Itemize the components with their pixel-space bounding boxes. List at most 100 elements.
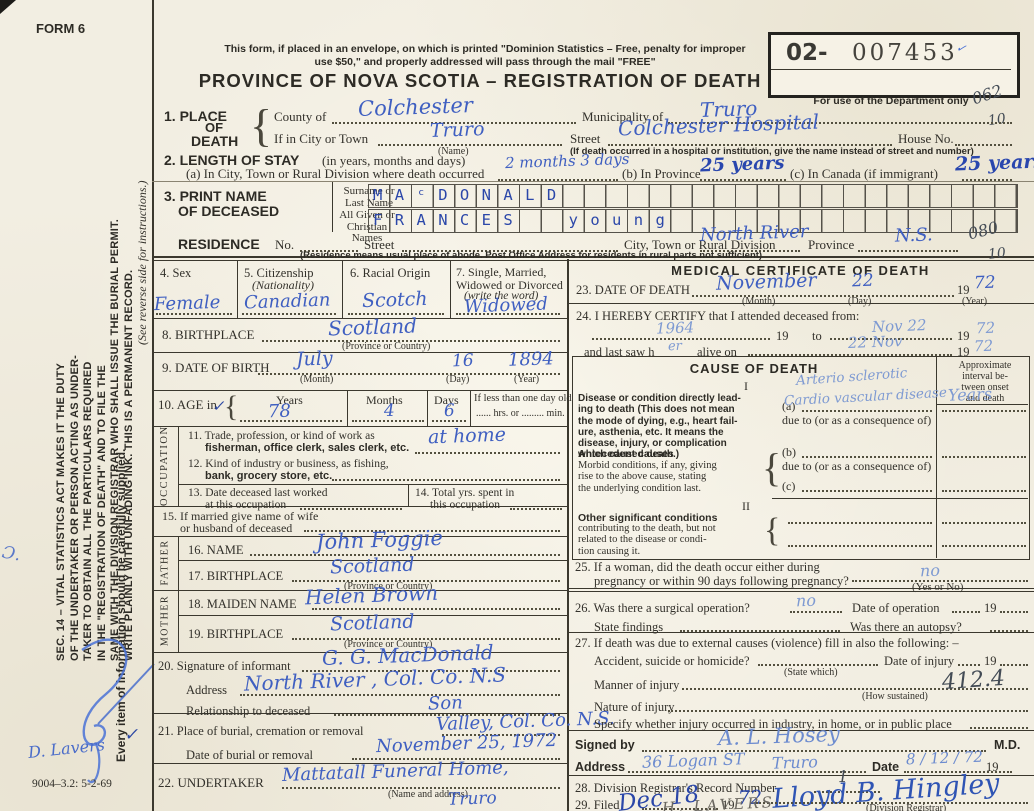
rule-line bbox=[152, 763, 567, 764]
cause-a-interval-value: Years bbox=[947, 384, 993, 405]
dotted-leader bbox=[758, 664, 878, 666]
residence-street-label: Street bbox=[364, 237, 395, 252]
dotted-leader bbox=[904, 771, 1012, 773]
dotted-leader bbox=[802, 456, 932, 458]
house-no-label: House No. bbox=[898, 131, 954, 146]
informant-relationship-value: Son bbox=[427, 692, 464, 715]
name-label-2: OF DECEASED bbox=[178, 203, 280, 219]
rule-line bbox=[450, 260, 451, 318]
dotted-leader bbox=[700, 179, 786, 181]
residence-city-value: North River bbox=[699, 221, 809, 246]
q25-line2: pregnancy or within 90 days following pr… bbox=[594, 574, 849, 588]
stay-b-label: (b) In Province bbox=[622, 166, 701, 181]
registration-number-prefix: 02- bbox=[786, 40, 828, 66]
street-value: Colchester Hospital bbox=[617, 109, 820, 141]
dob-month-value: July bbox=[295, 347, 334, 371]
rule-line bbox=[152, 652, 567, 653]
surname-value: MAᶜDONALD bbox=[373, 186, 569, 204]
citizenship-sublabel: (Nationality) bbox=[252, 278, 314, 292]
place-label-1: 1. PLACE bbox=[164, 108, 228, 124]
antecedent-description: Morbid conditions, if any, giving rise t… bbox=[578, 460, 717, 494]
office-code: 10 bbox=[986, 110, 1007, 130]
q29-label: 29. Filed bbox=[575, 798, 620, 811]
q12-label-a: 12. Kind of industry or business, as fis… bbox=[188, 458, 389, 470]
q26-autopsy-label: Was there an autopsy? bbox=[850, 620, 962, 634]
city-label: If in City or Town bbox=[274, 131, 369, 146]
q13-label-b: at this occupation bbox=[205, 499, 287, 511]
rule-line bbox=[152, 318, 567, 319]
q11-label-b: fisherman, office clerk, sales clerk, et… bbox=[205, 442, 410, 454]
burial-date-value: November 25, 1972 bbox=[375, 729, 558, 758]
age-days-label: Days bbox=[434, 393, 459, 407]
dob-day-note: (Day) bbox=[446, 374, 470, 385]
cause-a-dueto: due to (or as a consequence of) bbox=[782, 413, 932, 427]
q14-label-a: 14. Total yrs. spent in bbox=[415, 487, 515, 499]
father-birthplace-value: Scotland bbox=[329, 553, 415, 579]
rule-line bbox=[567, 303, 1034, 304]
dotted-leader bbox=[680, 630, 840, 632]
dotted-leader bbox=[814, 791, 880, 793]
dotted-leader bbox=[240, 694, 560, 696]
dotted-leader bbox=[402, 250, 618, 252]
dod-year-note: (Year) bbox=[962, 296, 988, 307]
cause-c-label: (c) bbox=[782, 479, 796, 493]
father-name-value: John Foggie bbox=[315, 525, 444, 555]
age-months-label: Months bbox=[366, 393, 403, 407]
attended-to-year: 72 bbox=[975, 318, 996, 338]
dotted-leader bbox=[156, 313, 232, 315]
racial-origin-value: Scotch bbox=[361, 287, 428, 313]
county-label: County of bbox=[274, 109, 327, 124]
dob-year-value: 1894 bbox=[507, 348, 555, 371]
dotted-leader bbox=[282, 787, 560, 789]
brace: { bbox=[250, 100, 273, 151]
marital-label: 7. Single, Married, Widowed or Divorced bbox=[456, 265, 563, 292]
q27-date-label: Date of injury bbox=[884, 654, 955, 668]
father-name-label: 16. NAME bbox=[188, 543, 244, 557]
rule-line bbox=[152, 713, 567, 714]
dotted-leader bbox=[668, 710, 1028, 712]
dotted-leader bbox=[592, 338, 770, 340]
cause-a-label: (a) bbox=[782, 399, 796, 413]
lastsaw-label-b: alive on bbox=[697, 345, 737, 359]
lastsaw-value: 22 Nov bbox=[847, 332, 903, 352]
rule-line bbox=[567, 632, 1034, 633]
citizenship-value: Canadian bbox=[243, 289, 331, 314]
physician-address-value-2: Truro bbox=[771, 752, 819, 773]
hospital-note: (If death occurred in a hospital or inst… bbox=[570, 146, 974, 157]
signed-by-label: Signed by bbox=[575, 738, 635, 752]
dotted-leader bbox=[415, 452, 560, 454]
q26-value: no bbox=[795, 590, 817, 611]
dotted-leader bbox=[788, 522, 932, 524]
dob-year-note: (Year) bbox=[514, 374, 540, 385]
rule-line bbox=[178, 426, 179, 506]
dotted-leader bbox=[292, 580, 560, 582]
dob-month-note: (Month) bbox=[300, 374, 334, 385]
dotted-leader bbox=[802, 490, 932, 492]
dod-label: 23. DATE OF DEATH bbox=[576, 283, 690, 297]
dotted-leader bbox=[332, 479, 560, 481]
dotted-leader bbox=[378, 144, 562, 146]
name-note: (Name) bbox=[438, 146, 469, 157]
check-mark: ✓ bbox=[123, 724, 139, 746]
surname-cell-grid bbox=[368, 184, 1018, 208]
q27-code-value: 412.4 bbox=[941, 665, 1006, 696]
dotted-leader bbox=[352, 420, 424, 422]
dod-day-value: 22 bbox=[851, 270, 874, 292]
residence-label: RESIDENCE bbox=[178, 236, 260, 252]
dotted-leader bbox=[332, 122, 576, 124]
q27-state-which: (State which) bbox=[784, 667, 838, 678]
rule-line bbox=[152, 352, 567, 353]
rule-line bbox=[152, 536, 567, 537]
dotted-leader bbox=[312, 608, 560, 610]
dotted-leader bbox=[1000, 664, 1028, 666]
print-code: 9004–3.2: 5-2-69 bbox=[32, 778, 112, 790]
q27-how-sustained: (How sustained) bbox=[862, 691, 928, 702]
age-days-value: 6 bbox=[443, 400, 456, 422]
dod-month-note: (Month) bbox=[742, 296, 776, 307]
attended-from-value: 1964 bbox=[655, 318, 695, 338]
dob-label: 9. DATE OF BIRTH bbox=[162, 360, 270, 375]
brace: { bbox=[764, 512, 781, 549]
rule-line bbox=[342, 260, 343, 318]
rule-line bbox=[178, 560, 567, 561]
dotted-leader bbox=[942, 456, 1026, 458]
